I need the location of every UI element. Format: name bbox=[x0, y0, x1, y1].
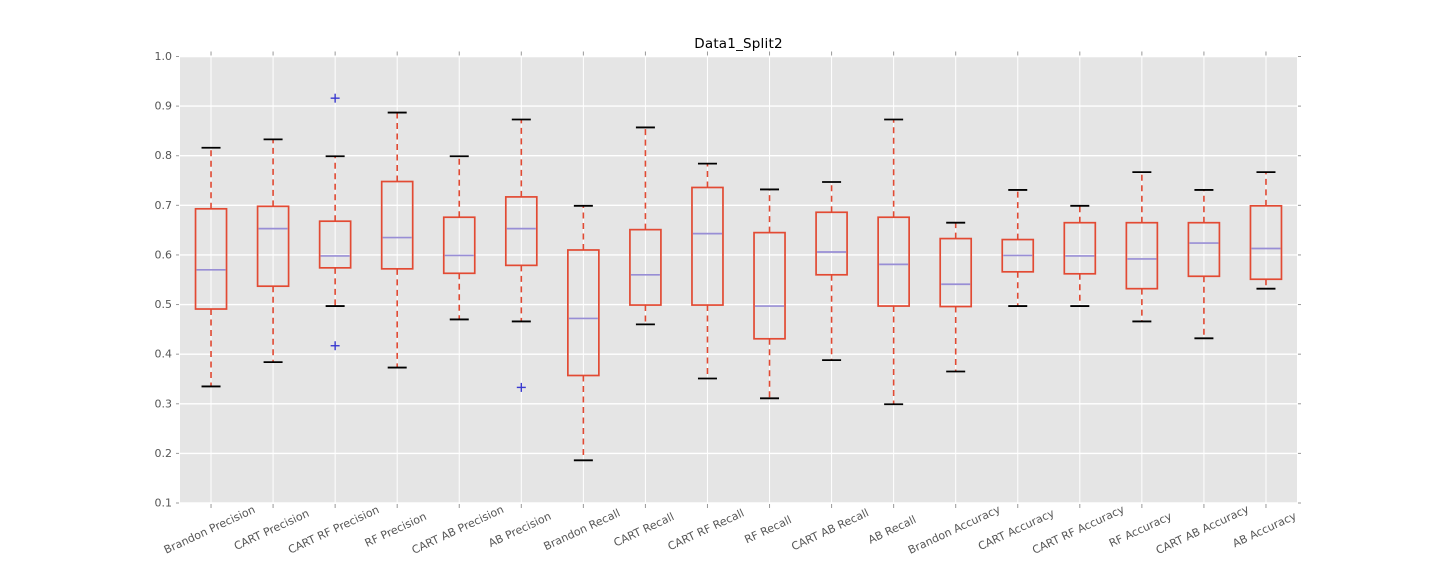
y-tick-label: 0.1 bbox=[155, 497, 173, 510]
x-tick-label: Brandon Recall bbox=[542, 506, 623, 553]
box-17 bbox=[1187, 221, 1221, 278]
box-3 bbox=[318, 220, 352, 269]
box-14 bbox=[1001, 238, 1035, 273]
box-9 bbox=[691, 186, 724, 306]
y-tick-label: 0.3 bbox=[155, 397, 173, 410]
y-tick-label: 0.9 bbox=[155, 100, 173, 113]
chart-title: Data1_Split2 bbox=[694, 36, 783, 52]
box-4 bbox=[380, 180, 414, 270]
box-5 bbox=[442, 216, 476, 275]
box-15 bbox=[1063, 221, 1097, 275]
box-13 bbox=[939, 237, 973, 308]
x-tick-label: CART AB Recall bbox=[789, 506, 870, 553]
x-tick-label: AB Recall bbox=[866, 513, 918, 547]
y-tick-label: 0.4 bbox=[155, 348, 173, 361]
box-16 bbox=[1125, 221, 1159, 290]
box-11 bbox=[815, 211, 848, 276]
y-tick-label: 0.5 bbox=[155, 298, 173, 311]
plot-area bbox=[180, 56, 1297, 503]
box-10 bbox=[753, 231, 786, 340]
y-tick-label: 0.7 bbox=[155, 199, 173, 212]
box-6 bbox=[504, 196, 538, 267]
box-12 bbox=[877, 216, 910, 307]
box-2 bbox=[256, 205, 290, 288]
y-tick-label: 0.6 bbox=[155, 248, 173, 261]
box-8 bbox=[629, 228, 662, 306]
box-7 bbox=[567, 249, 600, 377]
x-tick-label: RF Recall bbox=[743, 513, 794, 546]
y-tick-label: 0.8 bbox=[155, 149, 173, 162]
y-tick-label: 1.0 bbox=[155, 50, 173, 63]
y-tick-label: 0.2 bbox=[155, 447, 173, 460]
box-18 bbox=[1249, 204, 1283, 281]
x-tick-label: CART RF Recall bbox=[666, 506, 746, 553]
box-1 bbox=[194, 207, 228, 310]
